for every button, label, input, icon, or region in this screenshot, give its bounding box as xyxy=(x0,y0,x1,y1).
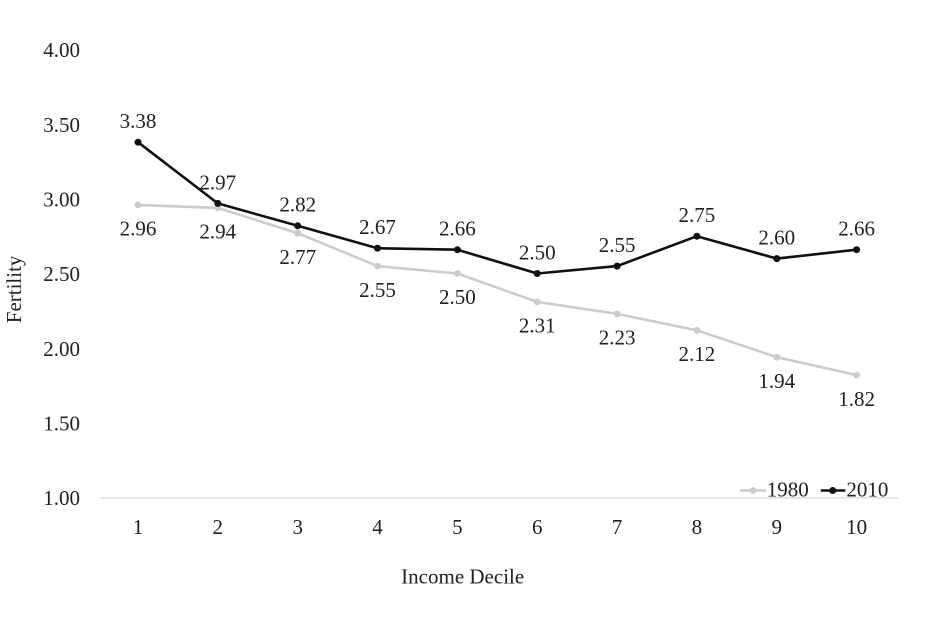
svg-text:9: 9 xyxy=(772,515,783,539)
svg-text:1.94: 1.94 xyxy=(758,369,795,393)
svg-text:2.60: 2.60 xyxy=(758,226,795,250)
svg-text:2.31: 2.31 xyxy=(519,314,556,338)
svg-text:5: 5 xyxy=(452,515,463,539)
svg-text:2.66: 2.66 xyxy=(439,217,476,241)
svg-text:2.94: 2.94 xyxy=(199,220,236,244)
svg-text:4: 4 xyxy=(372,515,383,539)
svg-text:3: 3 xyxy=(292,515,303,539)
svg-text:2: 2 xyxy=(213,515,224,539)
svg-text:2.00: 2.00 xyxy=(43,337,80,361)
svg-text:2.97: 2.97 xyxy=(199,170,236,194)
svg-text:Income Decile: Income Decile xyxy=(401,565,524,589)
svg-text:2010: 2010 xyxy=(846,478,888,502)
svg-text:2.77: 2.77 xyxy=(279,245,316,269)
svg-text:8: 8 xyxy=(692,515,703,539)
svg-text:1.82: 1.82 xyxy=(838,387,875,411)
svg-text:1: 1 xyxy=(133,515,144,539)
svg-text:2.75: 2.75 xyxy=(679,203,716,227)
svg-text:2.82: 2.82 xyxy=(279,193,316,217)
svg-text:2.55: 2.55 xyxy=(359,278,396,302)
svg-text:3.00: 3.00 xyxy=(43,188,80,212)
svg-text:7: 7 xyxy=(612,515,623,539)
svg-text:3.50: 3.50 xyxy=(43,113,80,137)
svg-text:2.55: 2.55 xyxy=(599,233,636,257)
svg-text:2.50: 2.50 xyxy=(519,240,556,264)
svg-text:1980: 1980 xyxy=(767,478,809,502)
svg-text:1.00: 1.00 xyxy=(43,486,80,510)
svg-text:Fertility: Fertility xyxy=(2,255,26,323)
svg-text:2.96: 2.96 xyxy=(120,217,157,241)
svg-text:6: 6 xyxy=(532,515,543,539)
svg-text:4.00: 4.00 xyxy=(43,38,80,62)
svg-text:2.67: 2.67 xyxy=(359,215,396,239)
svg-text:2.23: 2.23 xyxy=(599,326,636,350)
svg-text:2.66: 2.66 xyxy=(838,217,875,241)
svg-text:2.12: 2.12 xyxy=(679,342,716,366)
svg-text:2.50: 2.50 xyxy=(439,285,476,309)
svg-text:2.50: 2.50 xyxy=(43,262,80,286)
svg-text:1.50: 1.50 xyxy=(43,411,80,435)
svg-text:3.38: 3.38 xyxy=(120,109,157,133)
svg-text:10: 10 xyxy=(846,515,867,539)
